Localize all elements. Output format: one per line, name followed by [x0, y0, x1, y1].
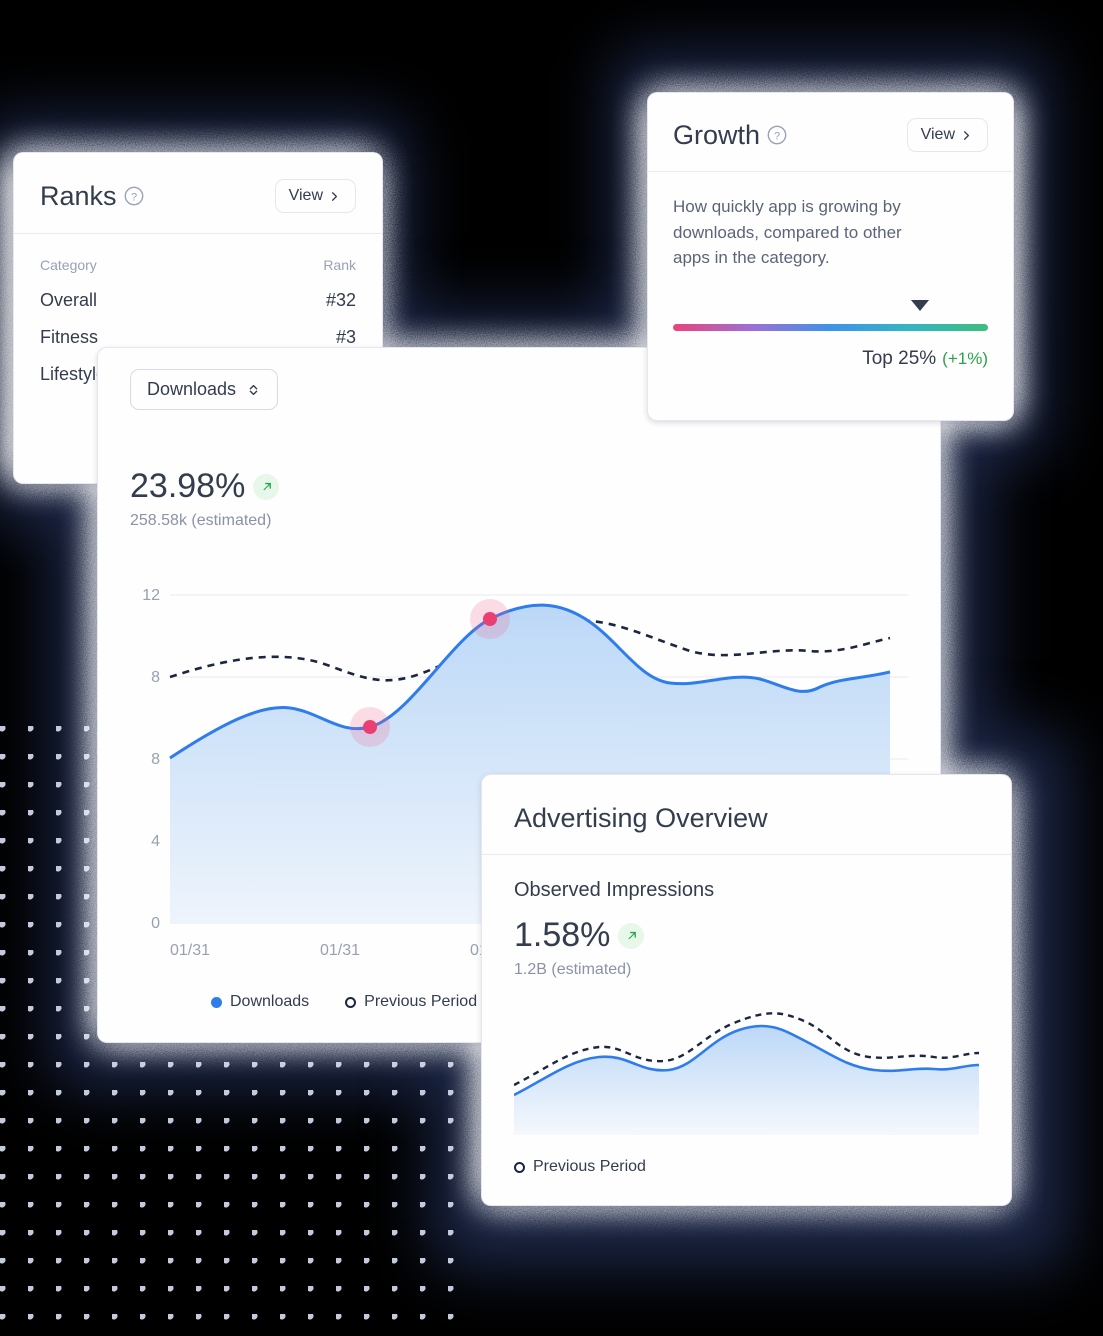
svg-text:01/31: 01/31 [170, 942, 210, 959]
svg-text:0: 0 [151, 915, 160, 932]
svg-text:8: 8 [151, 751, 160, 768]
svg-text:01/31: 01/31 [320, 942, 360, 959]
svg-text:4: 4 [151, 833, 160, 850]
svg-text:12: 12 [142, 587, 160, 604]
svg-text:?: ? [130, 191, 136, 203]
svg-text:?: ? [774, 130, 780, 142]
svg-text:8: 8 [151, 669, 160, 686]
